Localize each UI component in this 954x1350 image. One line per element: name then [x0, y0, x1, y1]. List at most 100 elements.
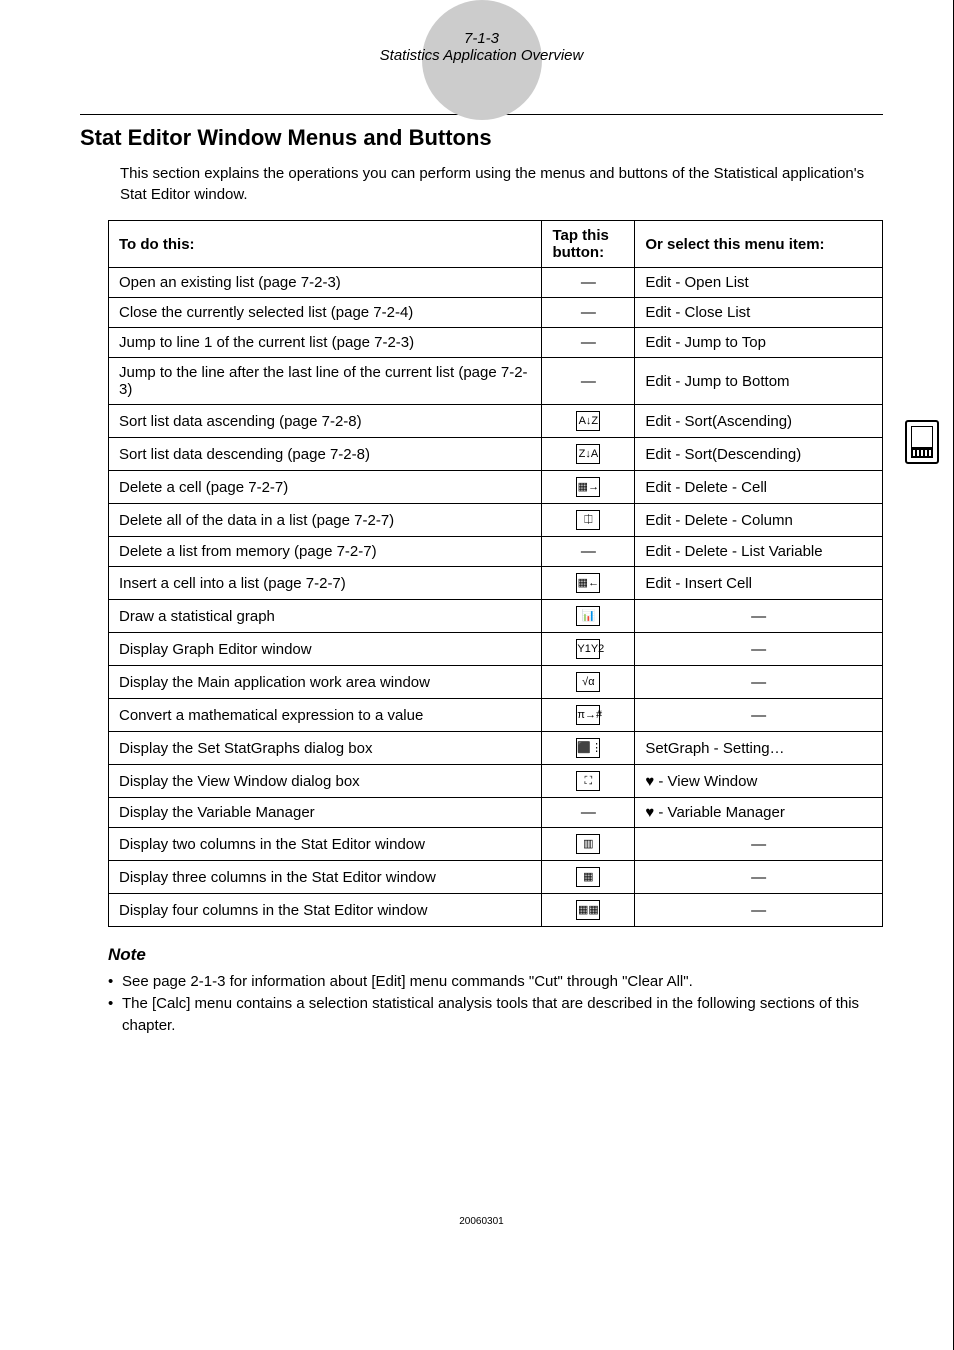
button-cell: ▦: [542, 861, 635, 894]
table-header-row: To do this: Tap this button: Or select t…: [109, 221, 883, 268]
menu-cell: Edit - Jump to Bottom: [635, 358, 883, 405]
table-row: Delete a list from memory (page 7-2-7)—E…: [109, 537, 883, 567]
table-row: Open an existing list (page 7-2-3)—Edit …: [109, 268, 883, 298]
action-cell: Delete all of the data in a list (page 7…: [109, 504, 542, 537]
sort-asc-icon: A↓Z: [576, 411, 600, 431]
table-row: Delete a cell (page 7-2-7) ▦→ Edit - Delet…: [109, 471, 883, 504]
bullet-text: See page 2-1-3 for information about [Ed…: [122, 971, 693, 993]
menu-label: - Variable Manager: [654, 804, 785, 821]
button-cell: √α: [542, 666, 635, 699]
table-row: Close the currently selected list (page …: [109, 298, 883, 328]
footer-code: 20060301: [80, 1216, 883, 1227]
table-row: Insert a cell into a list (page 7-2-7) ▦←…: [109, 567, 883, 600]
button-cell: ▥: [542, 828, 635, 861]
note-heading: Note: [108, 945, 883, 965]
set-statgraphs-icon: ⬛⋮: [576, 738, 600, 758]
table-row: Display the Set StatGraphs dialog box ⬛⋮ S…: [109, 732, 883, 765]
button-cell: π→#: [542, 699, 635, 732]
page-subtitle: Statistics Application Overview: [80, 47, 883, 64]
menu-cell: —: [635, 600, 883, 633]
sort-desc-icon: Z↓A: [576, 444, 600, 464]
four-columns-icon: ▦▦: [576, 900, 600, 920]
menu-cell: Edit - Jump to Top: [635, 328, 883, 358]
table-row: Display the Variable Manager—♥ - Variabl…: [109, 798, 883, 828]
menu-cell: Edit - Sort(Ascending): [635, 405, 883, 438]
button-cell: —: [542, 328, 635, 358]
bullet-dot: •: [108, 971, 122, 993]
action-cell: Display two columns in the Stat Editor w…: [109, 828, 542, 861]
action-cell: Insert a cell into a list (page 7-2-7): [109, 567, 542, 600]
table-row: Jump to line 1 of the current list (page…: [109, 328, 883, 358]
convert-value-icon: π→#: [576, 705, 600, 725]
action-cell: Display the Set StatGraphs dialog box: [109, 732, 542, 765]
button-cell: ▦→: [542, 471, 635, 504]
calculator-icon: [905, 420, 939, 464]
page-header: 7-1-3 Statistics Application Overview: [80, 30, 883, 64]
three-columns-icon: ▦: [576, 867, 600, 887]
menu-cell: SetGraph - Setting…: [635, 732, 883, 765]
insert-cell-icon: ▦←: [576, 573, 600, 593]
menu-cell: Edit - Delete - Cell: [635, 471, 883, 504]
menu-cell: —: [635, 666, 883, 699]
table-row: Display the View Window dialog box⛶♥ - V…: [109, 765, 883, 798]
action-cell: Delete a cell (page 7-2-7): [109, 471, 542, 504]
button-cell: ⛶: [542, 765, 635, 798]
bullet-dot: •: [108, 993, 122, 1037]
button-cell: 📊: [542, 600, 635, 633]
menu-cell: Edit - Sort(Descending): [635, 438, 883, 471]
table-row: Convert a mathematical expression to a v…: [109, 699, 883, 732]
button-cell: ▦←: [542, 567, 635, 600]
button-cell: ⎅: [542, 504, 635, 537]
section-title: Stat Editor Window Menus and Buttons: [80, 125, 883, 151]
menu-label: - View Window: [654, 773, 757, 790]
table-row: Sort list data ascending (page 7-2-8) A↓Z…: [109, 405, 883, 438]
menu-cell: Edit - Delete - Column: [635, 504, 883, 537]
action-cell: Jump to the line after the last line of …: [109, 358, 542, 405]
button-cell: Y1Y2: [542, 633, 635, 666]
menu-cell: —: [635, 699, 883, 732]
menu-cell: —: [635, 828, 883, 861]
table-row: Display three columns in the Stat Editor…: [109, 861, 883, 894]
menu-cell: Edit - Insert Cell: [635, 567, 883, 600]
header-button: Tap this button:: [542, 221, 635, 268]
note-list: •See page 2-1-3 for information about [E…: [108, 971, 883, 1036]
table-row: Delete all of the data in a list (page 7…: [109, 504, 883, 537]
menu-cell: Edit - Delete - List Variable: [635, 537, 883, 567]
settings-menu-icon: ♥: [645, 773, 654, 790]
menu-cell: ♥ - View Window: [635, 765, 883, 798]
action-cell: Open an existing list (page 7-2-3): [109, 268, 542, 298]
page-number: 7-1-3: [80, 30, 883, 47]
action-cell: Jump to line 1 of the current list (page…: [109, 328, 542, 358]
button-cell: —: [542, 537, 635, 567]
menu-buttons-table: To do this: Tap this button: Or select t…: [108, 220, 883, 927]
action-cell: Sort list data ascending (page 7-2-8): [109, 405, 542, 438]
button-cell: Z↓A: [542, 438, 635, 471]
view-window-icon: ⛶: [576, 771, 600, 791]
note-bullet: •See page 2-1-3 for information about [E…: [108, 971, 883, 993]
action-cell: Sort list data descending (page 7-2-8): [109, 438, 542, 471]
button-cell: —: [542, 358, 635, 405]
table-row: Jump to the line after the last line of …: [109, 358, 883, 405]
table-row: Display Graph Editor windowY1Y2—: [109, 633, 883, 666]
delete-cell-icon: ▦→: [576, 477, 600, 497]
table-row: Display four columns in the Stat Editor …: [109, 894, 883, 927]
action-cell: Display three columns in the Stat Editor…: [109, 861, 542, 894]
button-cell: —: [542, 798, 635, 828]
table-row: Display two columns in the Stat Editor w…: [109, 828, 883, 861]
bullet-text: The [Calc] menu contains a selection sta…: [122, 993, 883, 1037]
button-cell: —: [542, 268, 635, 298]
action-cell: Delete a list from memory (page 7-2-7): [109, 537, 542, 567]
settings-menu-icon: ♥: [645, 804, 654, 821]
menu-cell: ♥ - Variable Manager: [635, 798, 883, 828]
action-cell: Draw a statistical graph: [109, 600, 542, 633]
two-columns-icon: ▥: [576, 834, 600, 854]
menu-cell: —: [635, 633, 883, 666]
intro-text: This section explains the operations you…: [120, 163, 883, 205]
header-action: To do this:: [109, 221, 542, 268]
menu-cell: —: [635, 861, 883, 894]
stat-graph-icon: 📊: [576, 606, 600, 626]
button-cell: —: [542, 298, 635, 328]
button-cell: ▦▦: [542, 894, 635, 927]
menu-cell: Edit - Close List: [635, 298, 883, 328]
delete-column-icon: ⎅: [576, 510, 600, 530]
